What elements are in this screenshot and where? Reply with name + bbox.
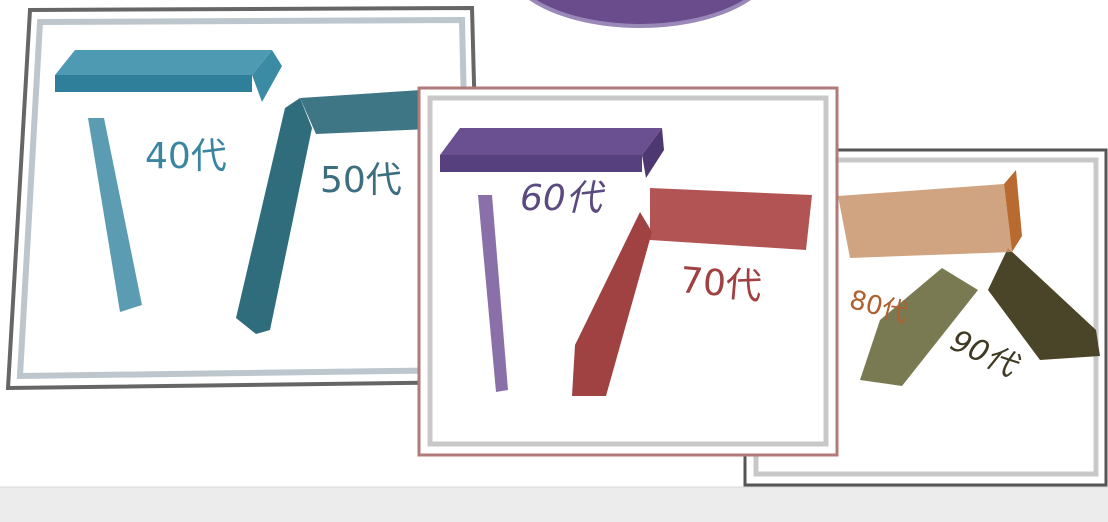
beam [650,188,812,250]
beam [300,88,452,134]
beam [440,155,642,172]
beam [860,268,978,386]
beam [55,75,252,92]
beam [88,118,142,312]
purple-disc [529,0,751,28]
label: 60代 [520,178,606,219]
label: 50代 [320,160,402,201]
beam [478,195,508,392]
beam [440,128,662,155]
beam [55,50,272,75]
label: 70代 [678,260,763,308]
label: 40代 [145,136,227,177]
beam [236,98,312,334]
beam [988,248,1100,360]
beam [1004,170,1022,252]
bottom-strip [0,487,1108,522]
beam [838,184,1012,258]
beam [252,50,282,102]
beam [572,212,652,396]
beam [642,128,664,178]
